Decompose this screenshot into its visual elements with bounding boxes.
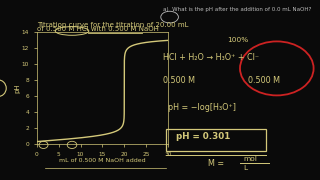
- Text: mol: mol: [243, 156, 257, 162]
- Text: pH = −log[H₃O⁺]: pH = −log[H₃O⁺]: [168, 103, 236, 112]
- Text: HCl + H₂O → H₃O⁺ + Cl⁻: HCl + H₂O → H₃O⁺ + Cl⁻: [163, 53, 259, 62]
- Text: pH = 0.301: pH = 0.301: [176, 132, 230, 141]
- Text: a)  What is the pH after the addition of 0.0 mL NaOH?: a) What is the pH after the addition of …: [163, 7, 312, 12]
- Text: 0.500 M: 0.500 M: [248, 76, 280, 86]
- Text: of 0.500 M HCl with 0.500 M NaOH: of 0.500 M HCl with 0.500 M NaOH: [37, 26, 159, 32]
- Text: L: L: [243, 165, 247, 171]
- Text: Titration curve for the titration of 20.00 mL: Titration curve for the titration of 20.…: [37, 22, 188, 28]
- Text: 0.500 M: 0.500 M: [163, 76, 195, 86]
- Y-axis label: pH: pH: [14, 83, 20, 93]
- Text: 100%: 100%: [227, 37, 248, 43]
- Text: M =: M =: [208, 159, 224, 168]
- X-axis label: mL of 0.500 M NaOH added: mL of 0.500 M NaOH added: [59, 158, 146, 163]
